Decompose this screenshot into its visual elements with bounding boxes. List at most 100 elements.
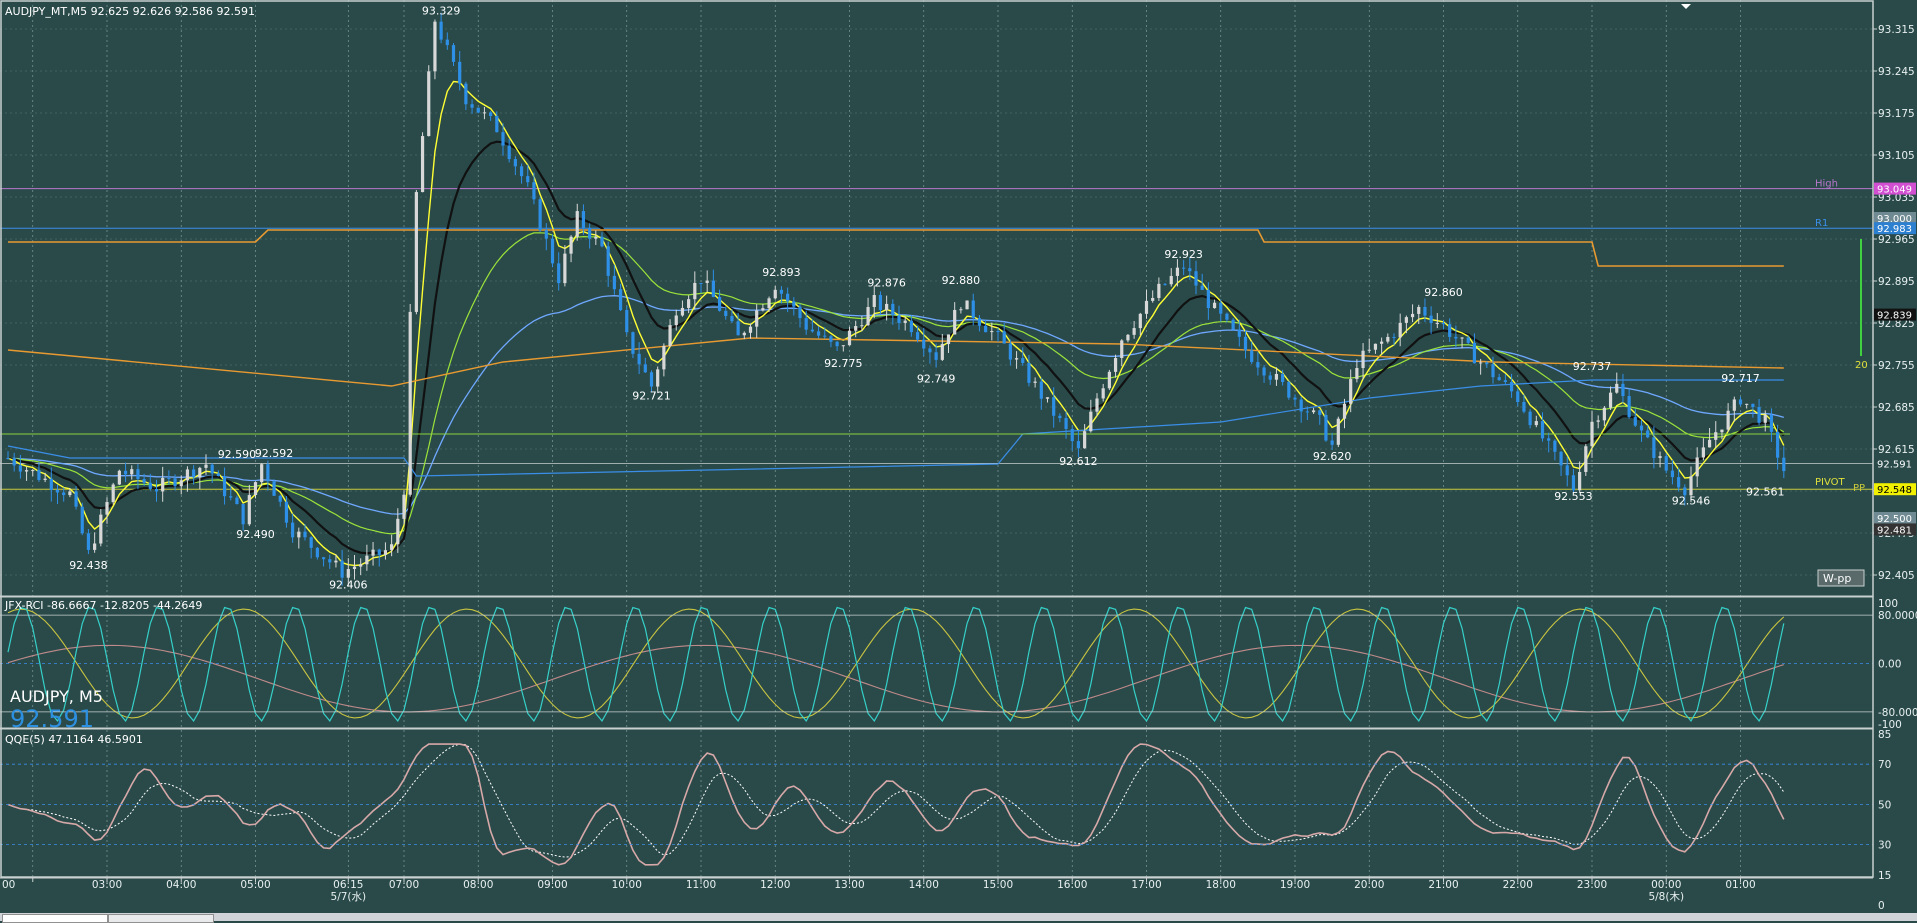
candle-body	[272, 481, 276, 496]
candle-body	[185, 469, 190, 481]
candle-body	[445, 39, 449, 46]
main-panel[interactable]	[0, 0, 1873, 596]
candle-body	[1726, 410, 1730, 430]
candle-body	[1361, 350, 1365, 369]
candle-body	[1509, 381, 1514, 392]
price-tag-box	[1874, 212, 1916, 224]
candle-body	[575, 211, 579, 237]
candle-body	[1782, 457, 1786, 472]
candle-body	[1485, 362, 1489, 365]
candle-body	[458, 61, 462, 84]
w-pp-button[interactable]	[1817, 569, 1865, 587]
candle-body	[1763, 414, 1767, 423]
candle-body	[761, 308, 765, 311]
chart-shift-marker-icon[interactable]	[1681, 4, 1691, 9]
candle-body	[1751, 403, 1755, 408]
candle-body	[1163, 283, 1167, 285]
candle-body	[321, 557, 326, 560]
candle-body	[1738, 399, 1743, 405]
candle-body	[359, 564, 363, 567]
chart-tab[interactable]	[108, 914, 214, 923]
candle-body	[1225, 313, 1229, 320]
candle-body	[711, 280, 715, 297]
candle-body	[1398, 322, 1402, 338]
qqe-tick-label: 15	[1878, 870, 1891, 882]
candle-body	[86, 533, 91, 550]
ma-blue-line	[7, 295, 1784, 515]
candle-body	[1021, 358, 1025, 363]
candle-body	[581, 211, 586, 228]
candle-body	[1658, 456, 1662, 458]
candle-body	[823, 335, 827, 337]
price-tag-label: 92.839	[1877, 311, 1912, 322]
candle-body	[532, 182, 536, 200]
candle-body	[717, 296, 722, 311]
price-tick-label: 92.405	[1878, 570, 1915, 582]
price-label: 92.553	[1554, 490, 1593, 503]
price-label: 92.893	[762, 266, 801, 279]
price-tag-label: 92.548	[1877, 485, 1912, 496]
price-tag-box	[1874, 182, 1916, 195]
qqe-tick-label: 50	[1878, 799, 1891, 811]
price-tag-label: 93.049	[1877, 185, 1912, 196]
candle-body	[1621, 383, 1625, 397]
candle-body	[93, 543, 97, 550]
price-tick-label: 92.965	[1878, 234, 1915, 246]
candle-body	[724, 310, 728, 317]
candle-body	[464, 83, 468, 105]
rci-slow-line	[7, 644, 1784, 713]
candle-body	[1262, 367, 1266, 376]
candle-body	[247, 495, 251, 525]
price-label: 92.717	[1721, 372, 1760, 385]
candle-body	[420, 136, 425, 193]
candle-body	[198, 467, 202, 478]
time-tick-label: 11:00	[686, 879, 716, 891]
qqe-panel[interactable]	[0, 730, 1873, 878]
candle-body	[1052, 397, 1056, 416]
candle-body	[748, 326, 753, 333]
candle-body	[519, 166, 524, 177]
candle-body	[1002, 331, 1006, 344]
level-label-high: High	[1815, 179, 1838, 190]
time-tick-label: 08:00	[463, 879, 493, 891]
chart-tab-active[interactable]	[2, 914, 108, 923]
range-bar-label: 20	[1855, 360, 1868, 371]
candle-body	[736, 321, 740, 336]
candle-body	[501, 132, 505, 146]
candle-body	[1101, 388, 1105, 399]
candle-body	[1392, 336, 1396, 338]
candle-body	[1355, 368, 1359, 380]
candle-body	[1367, 349, 1371, 351]
candle-body	[1701, 447, 1705, 458]
candle-body	[637, 353, 641, 365]
candle-body	[1695, 457, 1699, 477]
candle-body	[1058, 415, 1062, 419]
candle-body	[210, 464, 214, 474]
candle-body	[513, 159, 517, 167]
candle-body	[303, 531, 307, 538]
candle-body	[142, 479, 146, 483]
candle-body	[328, 559, 332, 563]
candle-body	[773, 289, 777, 299]
price-tag-box	[1874, 222, 1916, 235]
candle-body	[1386, 336, 1390, 342]
candle-body	[1615, 383, 1619, 393]
time-tick-label: 14:00	[909, 879, 939, 891]
candle-body	[507, 145, 511, 160]
candle-body	[1268, 375, 1272, 380]
candle-body	[130, 469, 134, 475]
candle-body	[550, 238, 555, 264]
candle-body	[798, 306, 802, 319]
price-label: 92.438	[69, 559, 108, 572]
candle-body	[1578, 471, 1582, 491]
symbol-info-header: AUDJPY_MT,M5 92.625 92.626 92.586 92.591	[5, 5, 255, 18]
candle-body	[1070, 428, 1074, 442]
candle-body	[1584, 446, 1588, 472]
candle-body	[996, 331, 1000, 333]
price-label: 92.923	[1164, 248, 1203, 261]
rci-panel[interactable]	[0, 598, 1873, 728]
candle-body	[1652, 437, 1656, 458]
candle-body	[24, 470, 29, 472]
price-label: 92.876	[867, 276, 906, 289]
